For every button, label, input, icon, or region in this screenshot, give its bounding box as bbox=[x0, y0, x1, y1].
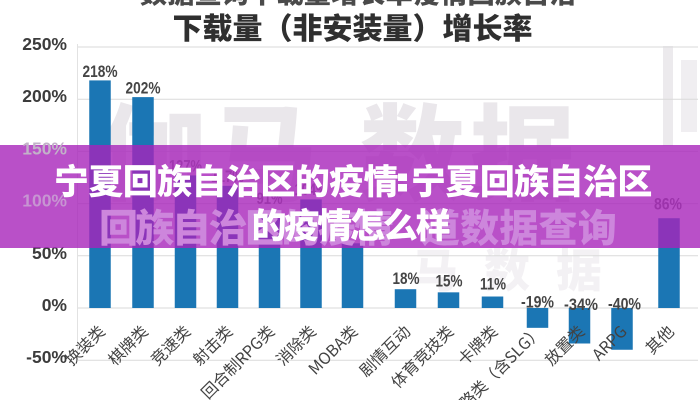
svg-text:-40%: -40% bbox=[608, 296, 641, 314]
svg-text:-19%: -19% bbox=[521, 294, 554, 312]
svg-text:218%: 218% bbox=[83, 63, 118, 81]
svg-text:200%: 200% bbox=[22, 86, 67, 106]
svg-text:-50%: -50% bbox=[26, 347, 67, 367]
svg-text:250%: 250% bbox=[22, 34, 67, 54]
svg-text:100%: 100% bbox=[22, 191, 67, 211]
svg-text:150%: 150% bbox=[22, 138, 67, 158]
svg-text:0%: 0% bbox=[42, 295, 68, 315]
svg-text:11%: 11% bbox=[480, 276, 506, 294]
svg-text:202%: 202% bbox=[126, 80, 161, 98]
svg-text:15%: 15% bbox=[436, 273, 463, 291]
svg-text:-34%: -34% bbox=[564, 296, 598, 314]
svg-text:18%: 18% bbox=[393, 270, 420, 288]
